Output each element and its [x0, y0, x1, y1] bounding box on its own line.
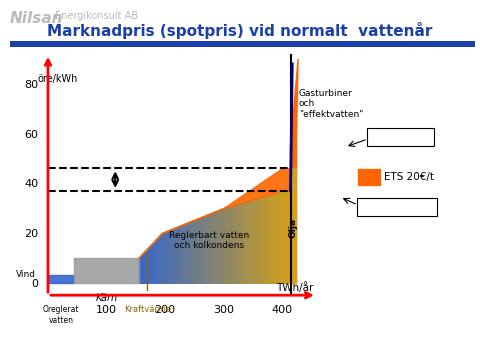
Text: Nilsan: Nilsan	[10, 11, 63, 26]
Text: Energikonsult AB: Energikonsult AB	[55, 11, 138, 21]
FancyBboxPatch shape	[357, 198, 437, 216]
Bar	[358, 169, 380, 185]
FancyBboxPatch shape	[367, 128, 434, 146]
Text: Kärn: Kärn	[96, 293, 118, 303]
Text: Olja: Olja	[289, 218, 298, 238]
Text: TWh/år: TWh/år	[276, 282, 314, 293]
Text: Reglerbart vatten
och kolkondens: Reglerbart vatten och kolkondens	[168, 231, 249, 250]
Text: Oreglerat
vatten: Oreglerat vatten	[43, 305, 79, 325]
Text: Marknadskryss: Marknadskryss	[360, 202, 433, 212]
Text: Gasturbiner
och
"effektvatten": Gasturbiner och "effektvatten"	[299, 89, 363, 118]
Text: ETS 20€/t: ETS 20€/t	[384, 172, 434, 182]
Text: Marknadpris (spotpris) vid normalt  vattenår: Marknadpris (spotpris) vid normalt vatte…	[48, 22, 432, 39]
Text: Efterfrågan: Efterfrågan	[372, 131, 428, 143]
Text: Kraftvärme: Kraftvärme	[124, 305, 171, 314]
Text: Vind: Vind	[16, 270, 36, 279]
Polygon shape	[290, 59, 298, 283]
Text: öre/kWh: öre/kWh	[37, 74, 78, 84]
